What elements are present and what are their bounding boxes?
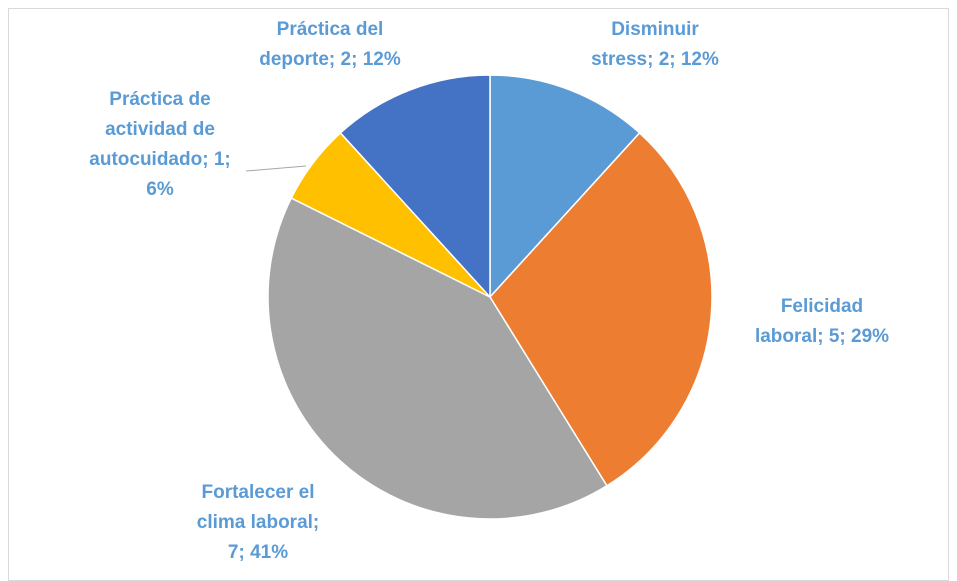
pie-slice: [489, 131, 713, 487]
data-label: Fortalecer el clima laboral; 7; 41%: [196, 482, 320, 563]
data-label: Disminuir stress; 2; 12%: [591, 19, 719, 70]
pie-slice: [489, 74, 641, 299]
pie-slice: [267, 197, 608, 520]
data-label: Felicidad laboral; 5; 29%: [754, 296, 890, 347]
pie-slice: [339, 74, 491, 299]
data-label: Práctica de actividad de autocuidado; 1;…: [89, 89, 231, 200]
data-label: Práctica del deporte; 2; 12%: [259, 19, 401, 70]
leader-line: [245, 165, 307, 172]
